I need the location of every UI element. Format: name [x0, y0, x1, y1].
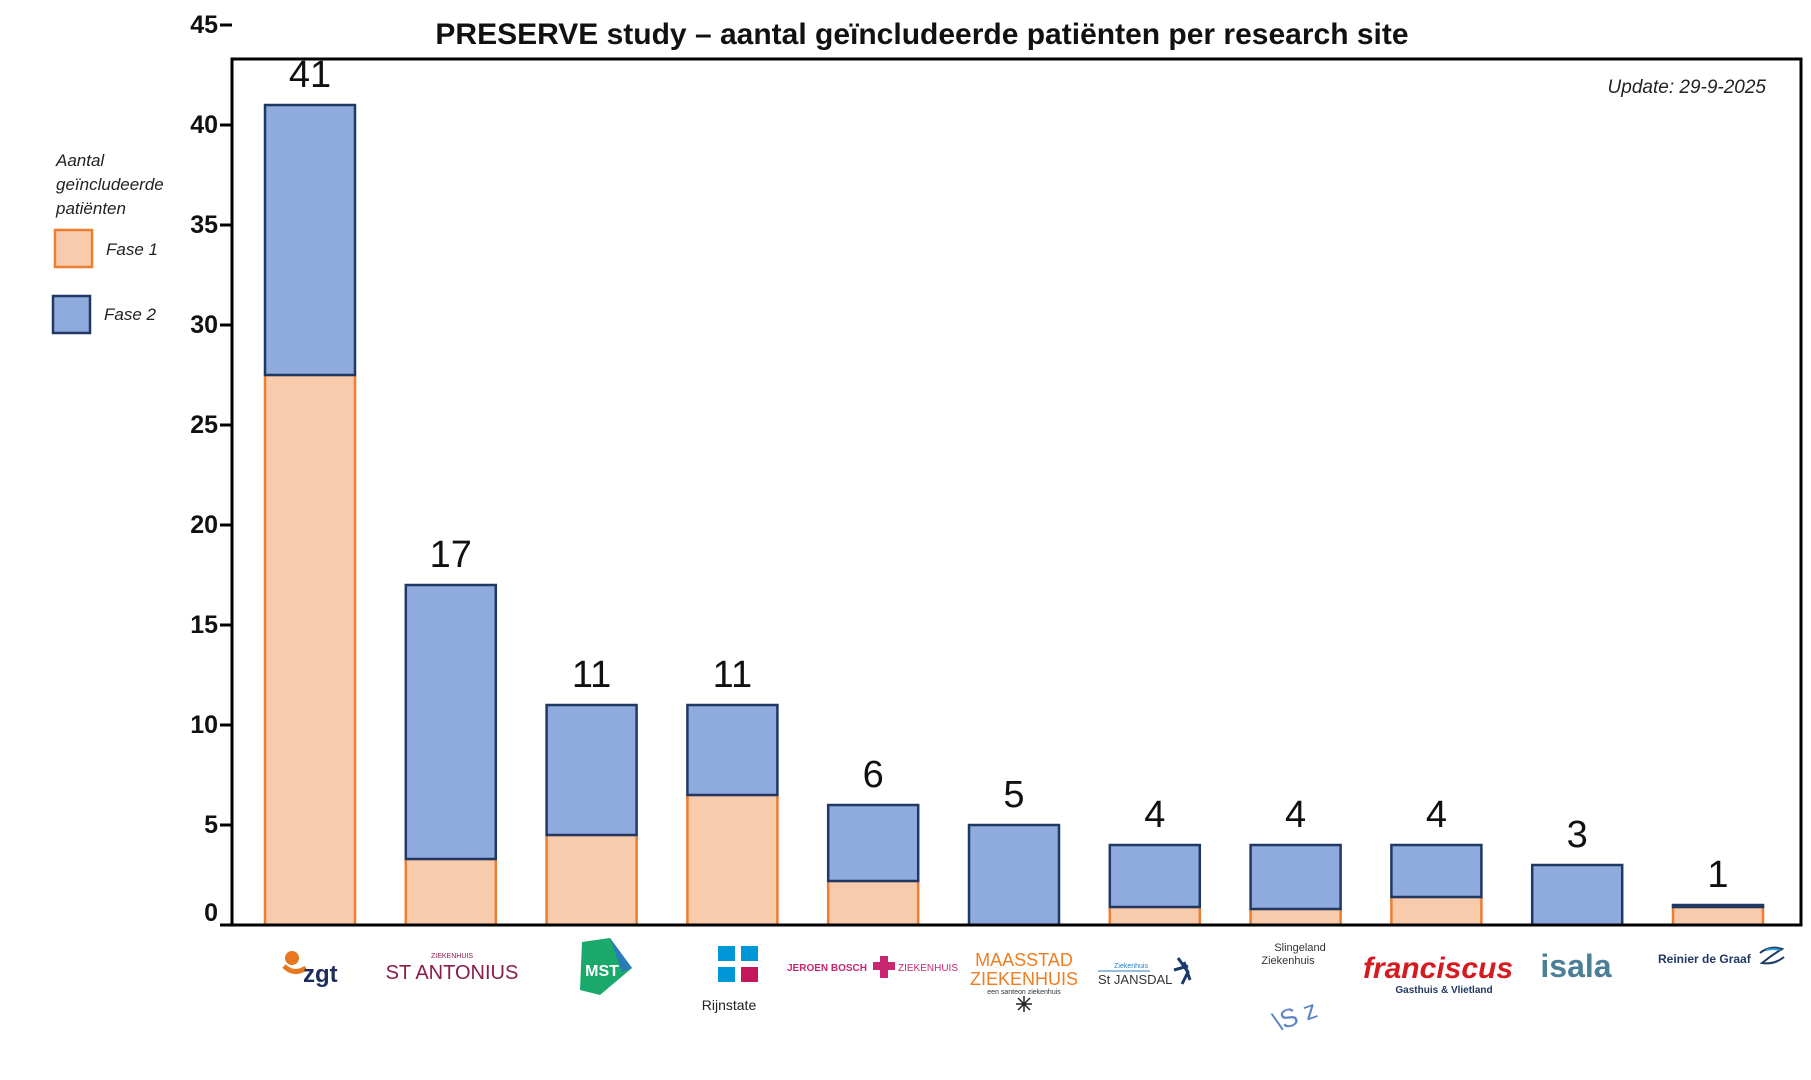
- bar-total-label: 41: [289, 54, 331, 96]
- bar-total-label: 11: [713, 654, 752, 696]
- logo-st-jansdal: Ziekenhuis St JANSDAL: [1098, 957, 1192, 987]
- franciscus-label: franciscus: [1363, 952, 1513, 985]
- logo-st-antonius: ZIEKENHUIS ST ANTONIUS: [386, 953, 519, 984]
- y-tick-label: 20: [190, 511, 218, 539]
- y-tick-label: 25: [190, 411, 218, 439]
- maasstad-line-2: ZIEKENHUIS: [970, 969, 1078, 989]
- bar-fase-1: [404, 857, 498, 927]
- logo-rijnstate: Rijnstate: [702, 944, 760, 1013]
- bar-fase-1: [1671, 905, 1765, 927]
- bar-total-label: 1: [1707, 854, 1728, 896]
- y-tick-label: 35: [190, 211, 218, 239]
- logo-jeroen-bosch: JEROEN BOSCH ZIEKENHUIS: [787, 956, 958, 978]
- logo-franciscus: franciscus Gasthuis & Vlietland: [1363, 952, 1513, 996]
- legend-title-line-1: Aantal: [55, 151, 105, 170]
- bar-total-label: 4: [1426, 794, 1447, 836]
- bar-fase-2: [404, 583, 498, 861]
- bar-fase-2: [1530, 863, 1624, 927]
- reinier-accent-icon: [1765, 948, 1781, 951]
- bar-total-labels: 41 17 11 11 6 5 4 4 4 3 1: [289, 54, 1729, 896]
- rijnstate-block-2-icon: [740, 946, 758, 962]
- mst-label: MST: [585, 963, 619, 980]
- y-tick-label: 30: [190, 311, 218, 339]
- bar-fase-1: [545, 833, 638, 927]
- bar-fase-1: [1249, 907, 1342, 927]
- bar-fase-2: [826, 803, 920, 883]
- logo-maasstad: MAASSTAD ZIEKENHUIS een santeon ziekenhu…: [970, 950, 1078, 1012]
- update-note: Update: 29-9-2025: [1608, 77, 1767, 98]
- jansdal-label: St JANSDAL: [1098, 972, 1172, 987]
- bar-fase-1: [1390, 895, 1483, 927]
- bar-total-label: 3: [1567, 814, 1588, 856]
- bar-total-label: 11: [572, 654, 611, 696]
- zgt-swoosh-icon: [282, 964, 308, 974]
- plot-frame: [230, 57, 1803, 927]
- legend-label-fase-2: Fase 2: [104, 305, 157, 324]
- legend-title-line-3: patiënten: [55, 199, 126, 218]
- zgt-label: zgt: [303, 961, 338, 988]
- logo-slingeland: Slingeland Ziekenhuis \S z: [1261, 942, 1325, 1037]
- bar-total-label: 17: [430, 534, 472, 576]
- mst-accent-icon: [610, 938, 632, 972]
- y-tick-label: 0: [204, 899, 218, 927]
- rijnstate-block-4-icon: [740, 966, 758, 982]
- rijnstate-label: Rijnstate: [702, 997, 757, 1013]
- legend-swatch-fase-2: [51, 294, 92, 335]
- logo-mst: MST: [580, 938, 632, 995]
- slingeland-line-2: Ziekenhuis: [1261, 955, 1315, 967]
- maasstad-line-3: een santeon ziekenhuis: [987, 989, 1061, 996]
- franciscus-sub-label: Gasthuis & Vlietland: [1395, 985, 1492, 996]
- bar-fase-2: [1671, 903, 1765, 909]
- legend: Aantal geïncludeerde patiënten Fase 1 Fa…: [51, 151, 164, 335]
- rijnstate-block-1-icon: [718, 946, 736, 962]
- legend-title-line-2: geïncludeerde: [56, 175, 164, 194]
- legend-swatch-fase-1: [53, 228, 94, 269]
- slingeland-line-1: Slingeland: [1274, 942, 1325, 954]
- bar-fase-1: [686, 793, 779, 927]
- bar-total-label: 4: [1285, 794, 1306, 836]
- y-tick-label: 40: [190, 111, 218, 139]
- chart-title: PRESERVE study – aantal geïncludeerde pa…: [435, 18, 1408, 51]
- bar-total-label: 6: [863, 754, 884, 796]
- bar-fase-2: [263, 103, 357, 377]
- y-tick-label: 15: [190, 611, 218, 639]
- bar-fase-2: [1249, 843, 1342, 911]
- legend-label-fase-1: Fase 1: [106, 240, 158, 259]
- logo-isala: isala: [1540, 948, 1611, 984]
- bar-fase-1: [826, 879, 920, 927]
- maasstad-line-1: MAASSTAD: [975, 950, 1073, 970]
- maasstad-star-icon: [1016, 996, 1032, 1012]
- slingeland-mark: \S z: [1269, 994, 1321, 1038]
- zgt-mark-icon: [285, 951, 299, 965]
- bar-fase-1: [263, 373, 357, 927]
- jbz-left-label: JEROEN BOSCH: [787, 963, 867, 974]
- reinier-label: Reinier de Graaf: [1658, 952, 1752, 966]
- isala-label: isala: [1540, 948, 1611, 984]
- bar-total-label: 4: [1144, 794, 1165, 836]
- logo-reinier-de-graaf: Reinier de Graaf: [1658, 946, 1785, 966]
- rijnstate-block-3-icon: [718, 966, 736, 982]
- bar-fase-2: [1108, 843, 1202, 909]
- y-tick-label: 5: [204, 811, 218, 839]
- y-tick-label: 10: [190, 711, 218, 739]
- bar-fase-2: [967, 823, 1061, 927]
- bar-fase-1: [1108, 905, 1202, 927]
- jansdal-top-label: Ziekenhuis: [1114, 963, 1148, 970]
- antonius-label: ST ANTONIUS: [386, 962, 519, 984]
- bar-fase-2: [545, 703, 638, 837]
- y-axis: 0 5 10 15 20 25 30 35 40 45: [190, 11, 232, 927]
- jansdal-figure-icon: [1173, 957, 1192, 985]
- bar-fase-2: [1390, 843, 1483, 899]
- y-tick-label: 45: [190, 11, 218, 39]
- logo-zgt: zgt: [282, 951, 338, 988]
- rijnstate-cross-h-icon: [716, 961, 760, 967]
- antonius-top-label: ZIEKENHUIS: [431, 953, 473, 960]
- reinier-mark-icon: [1759, 946, 1785, 965]
- bar-fase-2: [686, 703, 779, 797]
- jbz-right-label: ZIEKENHUIS: [898, 963, 958, 974]
- jbz-cross-h-icon: [873, 962, 895, 970]
- bar-total-label: 5: [1003, 774, 1024, 816]
